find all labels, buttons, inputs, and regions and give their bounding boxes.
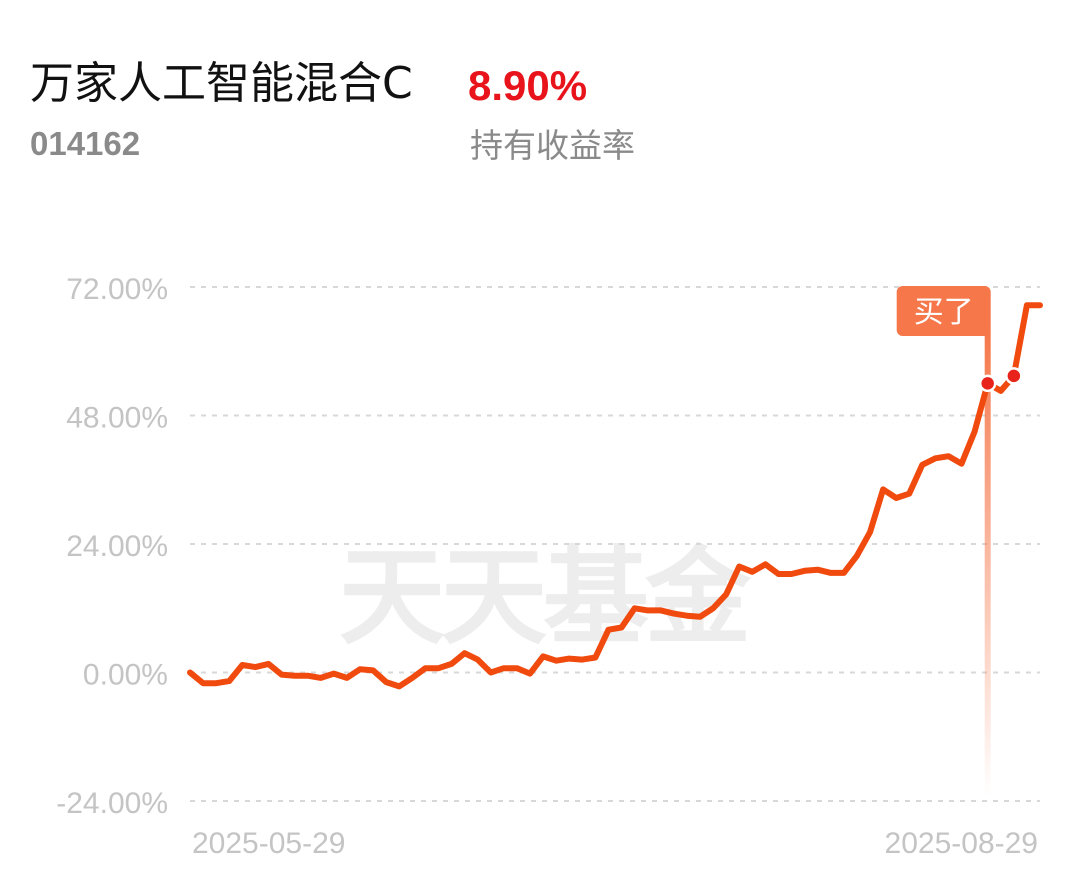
y-tick-label: 48.00% — [66, 402, 168, 435]
transaction-point[interactable] — [978, 374, 997, 393]
watermark: 天天基金 — [339, 534, 752, 659]
buy-marker-line — [984, 330, 991, 796]
fund-code: 014162 — [30, 125, 141, 162]
holding-return-value: 8.90% — [468, 62, 588, 109]
return-series-line — [187, 302, 1043, 690]
fund-name: 万家人工智能混合C — [30, 58, 413, 109]
x-tick-label: 2025-08-29 — [885, 827, 1038, 860]
y-tick-label: 0.00% — [83, 659, 168, 692]
x-tick-label: 2025-05-29 — [192, 827, 345, 860]
buy-marker-tag[interactable] — [896, 286, 991, 336]
y-tick-label: -24.00% — [56, 787, 168, 820]
y-tick-label: 72.00% — [66, 273, 168, 306]
y-tick-label: 24.00% — [66, 530, 168, 563]
holding-return-label: 持有收益率 — [470, 126, 635, 165]
transaction-point[interactable] — [1005, 367, 1023, 385]
buy-marker-label: 买了 — [914, 295, 974, 330]
